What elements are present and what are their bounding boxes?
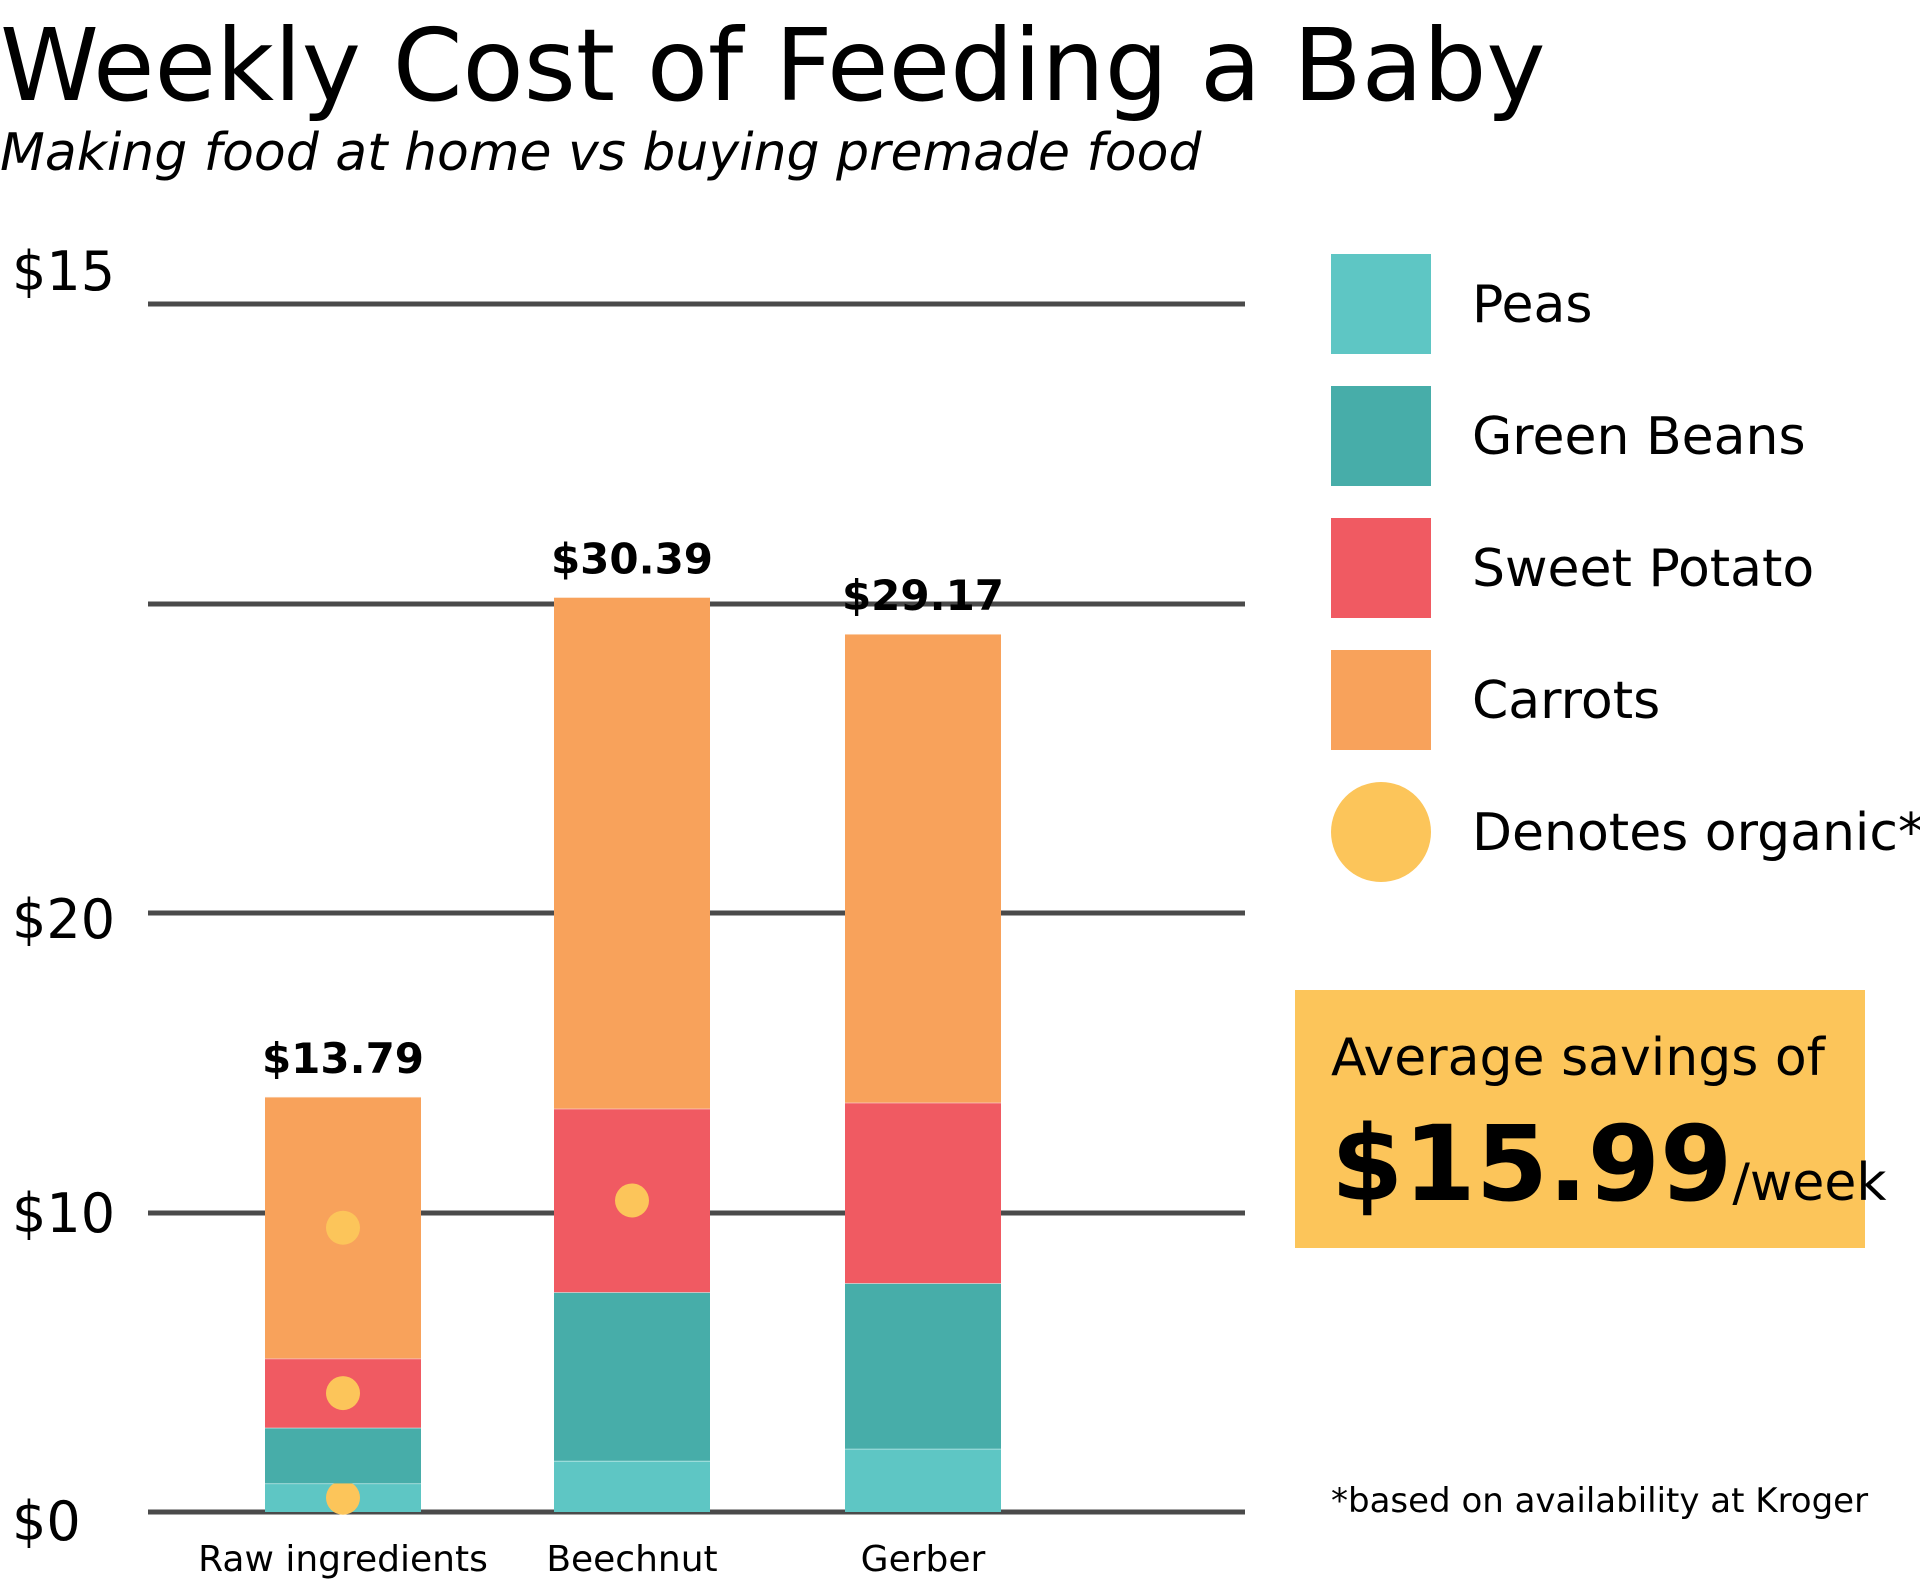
bars: $13.79 $30.39 $29.17 [262, 534, 1004, 1515]
legend-label: Peas [1472, 275, 1592, 335]
bar-segment-green-beans [845, 1283, 1001, 1449]
y-axis-ticks: $0 $10 $20 $15 [12, 240, 115, 1553]
bar-total-label: $13.79 [262, 1034, 424, 1083]
legend-swatch [1331, 650, 1431, 750]
legend-swatch [1331, 254, 1431, 354]
legend-label: Green Beans [1472, 407, 1806, 467]
legend-label: Sweet Potato [1472, 539, 1814, 599]
savings-callout: Average savings of $15.99/week [1295, 990, 1886, 1248]
legend: Peas Green Beans Sweet Potato Carrots Denote… [1331, 254, 1920, 882]
legend-swatch [1331, 518, 1431, 618]
y-tick-label: $20 [12, 888, 115, 951]
bar-segment-green-beans [554, 1292, 710, 1461]
legend-label: Carrots [1472, 671, 1660, 731]
footnote: *based on availability at Kroger [1331, 1481, 1868, 1521]
y-tick-label: $15 [12, 240, 115, 303]
savings-unit: /week [1732, 1153, 1886, 1213]
savings-callout-amount-line: $15.99/week [1331, 1103, 1886, 1225]
organic-marker [326, 1480, 360, 1515]
bar-segment-green-beans [265, 1427, 421, 1484]
y-tick-label: $0 [12, 1490, 81, 1553]
x-tick-label: Gerber [861, 1539, 986, 1580]
bar-segment-carrots [845, 633, 1001, 1103]
organic-marker [615, 1183, 649, 1218]
bar-segment-carrots [554, 597, 710, 1109]
y-tick-label: $10 [12, 1182, 115, 1245]
x-axis-ticks: Raw ingredients Beechnut Gerber [198, 1539, 985, 1580]
legend-swatch-organic [1331, 782, 1431, 882]
bar-total-label: $30.39 [551, 534, 713, 583]
savings-callout-line1: Average savings of [1331, 1028, 1827, 1088]
bar-total-label: $29.17 [842, 571, 1004, 620]
savings-callout-box [1295, 990, 1865, 1248]
savings-amount: $15.99 [1331, 1103, 1732, 1225]
legend-swatch [1331, 386, 1431, 486]
x-tick-label: Beechnut [546, 1539, 717, 1580]
organic-marker [326, 1376, 360, 1411]
chart-title: Weekly Cost of Feeding a Baby [0, 7, 1546, 124]
bar-segment-sweet-potato [845, 1102, 1001, 1284]
chart-subtitle: Making food at home vs buying premade fo… [0, 123, 1202, 183]
bar-segment-peas [554, 1460, 710, 1512]
bar-segment-peas [845, 1448, 1001, 1512]
organic-marker [326, 1210, 360, 1245]
legend-label: Denotes organic* [1472, 803, 1920, 863]
x-tick-label: Raw ingredients [198, 1539, 488, 1580]
